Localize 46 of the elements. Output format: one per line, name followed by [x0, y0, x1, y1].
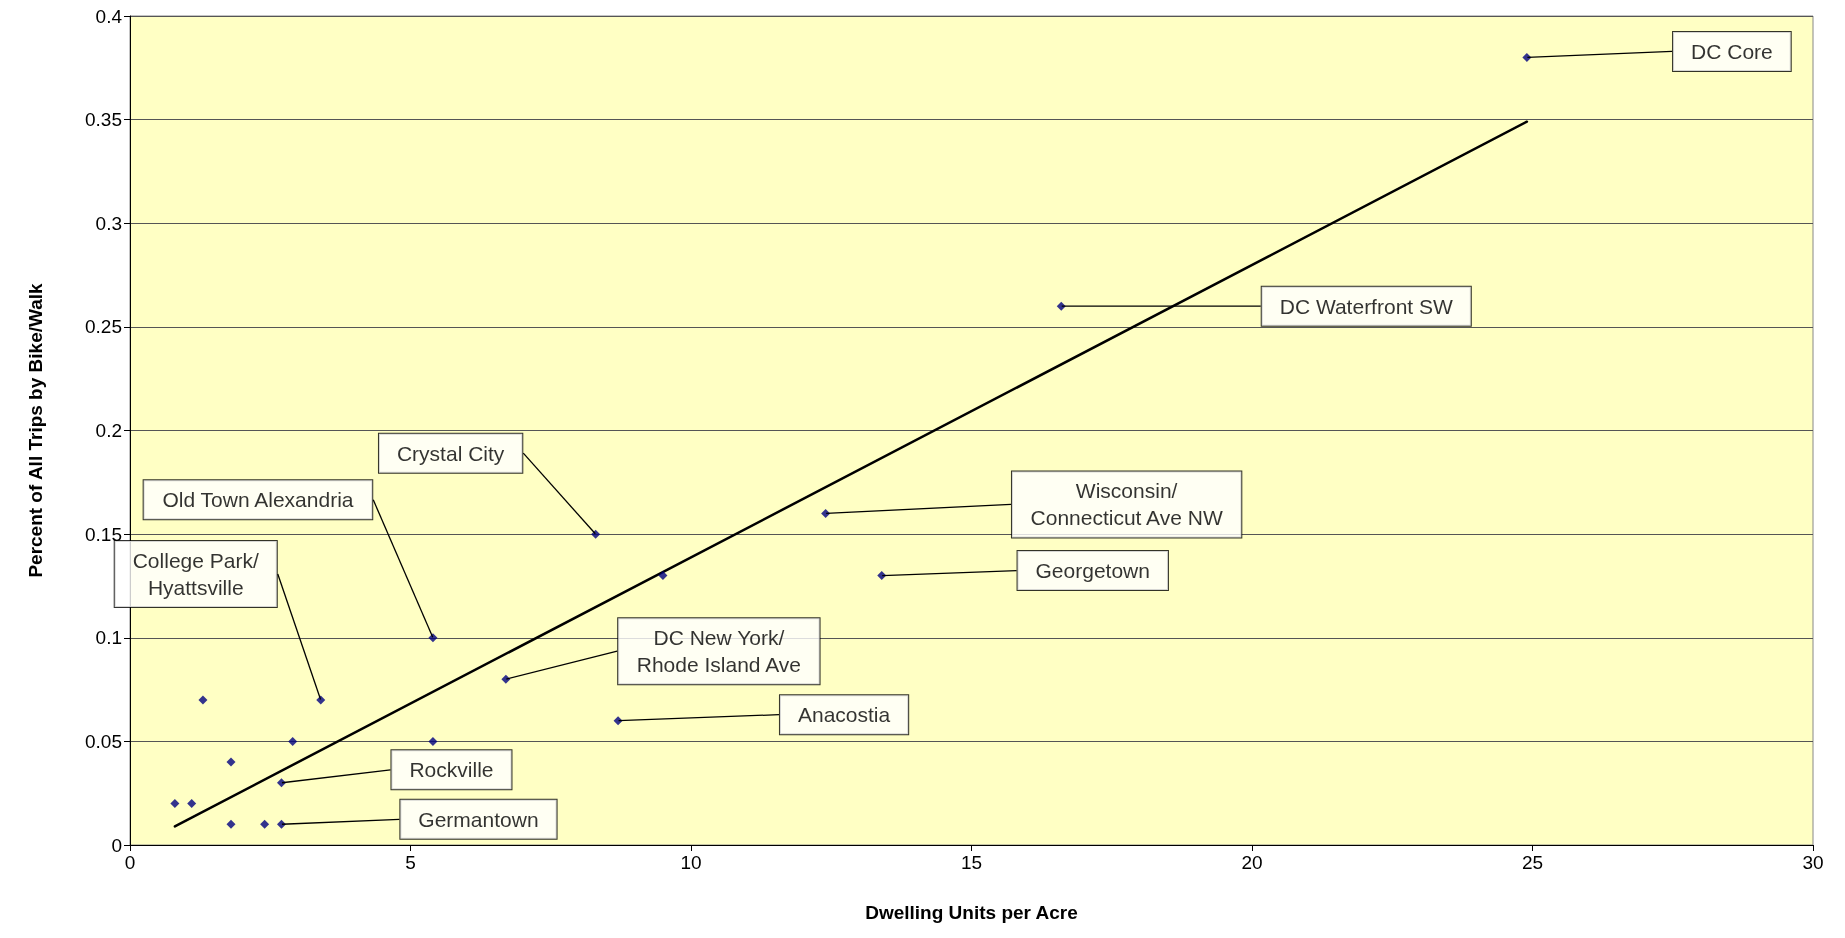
point [198, 695, 208, 705]
point [428, 633, 438, 643]
y-tick-label: 0.35 [85, 109, 122, 131]
annotation: Georgetown [1035, 559, 1150, 583]
x-tick-label: 30 [1802, 852, 1824, 873]
x-axis-title: Dwelling Units per Acre [865, 902, 1078, 923]
point [877, 571, 887, 581]
point [1522, 52, 1532, 62]
point [226, 819, 236, 829]
annotation: Wisconsin/Connecticut Ave NW [1030, 479, 1223, 530]
y-tick-label: 0 [111, 834, 122, 856]
y-axis-title: Percent of All Trips by Bike/Walk [25, 282, 46, 578]
x-tick-label: 0 [124, 852, 136, 873]
point [428, 736, 438, 746]
y-tick-label: 0.1 [95, 627, 122, 649]
x-tick-label: 20 [1241, 852, 1263, 873]
x-tick-label: 10 [680, 852, 702, 873]
point [316, 695, 326, 705]
point [260, 819, 270, 829]
annotation: DC Waterfront SW [1279, 294, 1453, 318]
point [1056, 301, 1066, 311]
y-tick-label: 0.05 [85, 730, 122, 752]
x-tick-label: 15 [960, 852, 983, 873]
point [226, 757, 236, 767]
annotation: Rockville [409, 758, 494, 782]
y-tick-label: 0.25 [85, 316, 122, 338]
x-tick-label: 25 [1521, 852, 1544, 873]
y-tick-label: 0.15 [85, 523, 122, 545]
point [187, 799, 197, 809]
annotation: Germantown [418, 807, 539, 831]
x-tick-label: 5 [405, 852, 416, 873]
point [613, 716, 623, 726]
y-tick-label: 0.2 [95, 420, 122, 441]
point [276, 778, 286, 788]
y-tick-label: 0.4 [95, 5, 123, 27]
annotation: Crystal City [396, 441, 505, 465]
annotation: College Park/Hyattsville [132, 548, 259, 599]
point [170, 799, 180, 809]
annotation: Anacostia [797, 703, 891, 727]
annotation: DC Core [1691, 39, 1773, 63]
annotation: DC New York/Rhode Island Ave [636, 626, 801, 677]
point [288, 736, 298, 746]
point [821, 508, 831, 518]
y-tick-label: 0.3 [95, 212, 122, 234]
point [658, 571, 668, 581]
annotation: Old Town Alexandria [162, 488, 354, 512]
